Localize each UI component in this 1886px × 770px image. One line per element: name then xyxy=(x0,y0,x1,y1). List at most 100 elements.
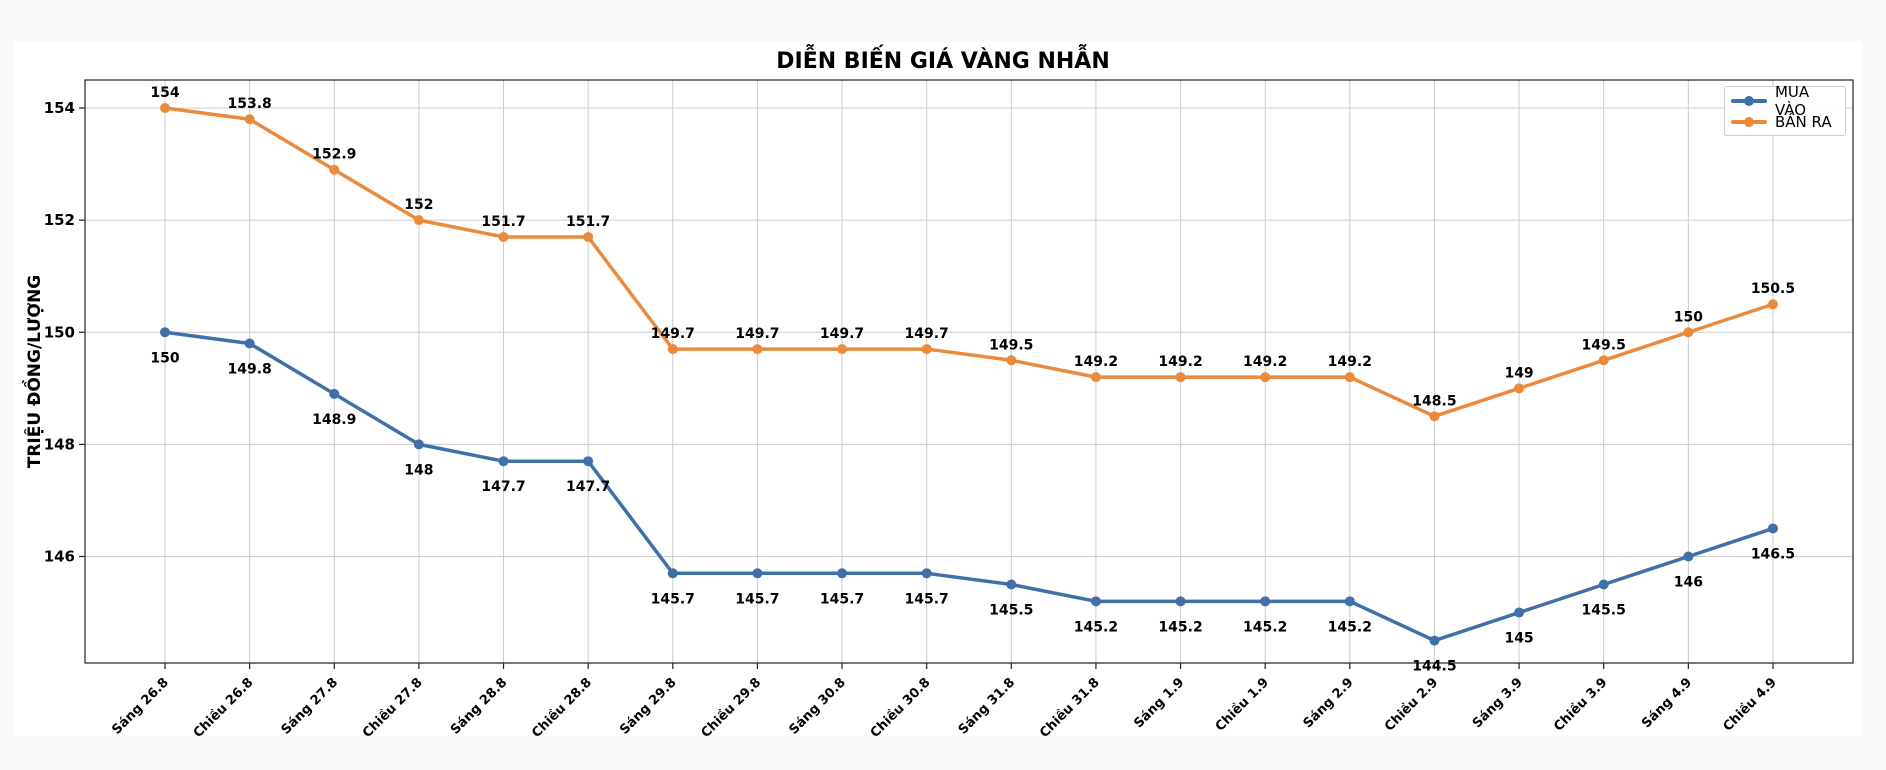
x-tick-label: Chiều 29.8 xyxy=(699,675,765,741)
x-tick-label: Chiều 1.9 xyxy=(1213,675,1272,734)
chart-figure xyxy=(14,42,1862,736)
x-tick-label: Chiều 30.8 xyxy=(868,675,934,741)
y-tick-label: 150 xyxy=(44,323,75,341)
data-label-ban-ra: 149.7 xyxy=(735,326,779,342)
data-label-ban-ra: 149.5 xyxy=(989,337,1033,353)
data-label-ban-ra: 151.7 xyxy=(566,214,610,230)
data-label-mua-vao: 145.2 xyxy=(1243,619,1287,635)
data-label-ban-ra: 151.7 xyxy=(481,214,525,230)
data-label-ban-ra: 149.2 xyxy=(1243,354,1287,370)
data-point-ban-ra xyxy=(1090,372,1101,383)
x-tick-label: Sáng 31.8 xyxy=(956,675,1018,737)
data-label-mua-vao: 145.7 xyxy=(651,591,695,607)
data-label-mua-vao: 145.2 xyxy=(1074,619,1118,635)
x-tick-label: Sáng 29.8 xyxy=(617,675,679,737)
legend-label-mua-vao: MUA VÀO xyxy=(1774,83,1810,119)
legend-item-mua-vao: MUA VÀO xyxy=(1731,83,1845,119)
data-point-ban-ra xyxy=(1683,327,1694,338)
data-point-ban-ra xyxy=(413,215,424,226)
data-point-mua-vao xyxy=(921,568,932,579)
data-label-mua-vao: 145.7 xyxy=(905,591,949,607)
chart-legend: MUA VÀO BÁN RA xyxy=(1724,83,1846,136)
data-label-ban-ra: 150.5 xyxy=(1751,281,1795,297)
data-point-ban-ra xyxy=(1598,355,1609,366)
data-point-ban-ra xyxy=(752,344,763,355)
data-label-ban-ra: 152.9 xyxy=(312,147,356,163)
data-point-mua-vao xyxy=(1598,579,1609,590)
x-tick-label: Sáng 30.8 xyxy=(786,675,848,737)
data-point-ban-ra xyxy=(1006,355,1017,366)
data-point-ban-ra xyxy=(1344,372,1355,383)
x-tick-label: Sáng 28.8 xyxy=(448,675,510,737)
data-label-mua-vao: 150 xyxy=(150,350,179,366)
series-line-ban-ra xyxy=(163,106,1775,419)
x-tick-label: Sáng 3.9 xyxy=(1470,675,1526,731)
y-tick-label: 146 xyxy=(44,547,75,565)
data-label-ban-ra: 149.7 xyxy=(651,326,695,342)
data-point-mua-vao xyxy=(1683,551,1694,562)
data-point-mua-vao xyxy=(667,568,678,579)
data-label-ban-ra: 149.7 xyxy=(820,326,864,342)
data-label-mua-vao: 145.2 xyxy=(1158,619,1202,635)
data-label-ban-ra: 149.2 xyxy=(1328,354,1372,370)
data-point-ban-ra xyxy=(1514,383,1525,394)
data-point-mua-vao xyxy=(244,338,255,349)
data-point-ban-ra xyxy=(667,344,678,355)
y-tick-label: 148 xyxy=(44,435,75,453)
y-tick-label: 154 xyxy=(44,99,75,117)
data-point-mua-vao xyxy=(583,456,594,467)
data-label-mua-vao: 149.8 xyxy=(227,361,271,377)
data-point-ban-ra xyxy=(921,344,932,355)
data-label-ban-ra: 149.7 xyxy=(905,326,949,342)
series-line-mua-vao xyxy=(163,330,1775,643)
x-tick-label: Sáng 2.9 xyxy=(1301,675,1357,731)
data-point-mua-vao xyxy=(1090,596,1101,607)
legend-item-ban-ra: BÁN RA xyxy=(1731,112,1832,132)
y-axis-label: TRIỆU ĐỒNG/LƯỢNG xyxy=(21,275,45,469)
data-point-mua-vao xyxy=(160,327,170,338)
data-point-mua-vao xyxy=(1175,596,1186,607)
x-tick-label: Chiều 31.8 xyxy=(1037,675,1103,741)
data-label-mua-vao: 145.7 xyxy=(735,591,779,607)
data-point-mua-vao xyxy=(1260,596,1271,607)
data-label-ban-ra: 150 xyxy=(1674,309,1703,325)
data-point-ban-ra xyxy=(1429,411,1440,422)
x-tick-label: Chiều 2.9 xyxy=(1382,675,1441,734)
x-tick-label: Chiều 27.8 xyxy=(360,675,426,741)
data-point-mua-vao xyxy=(837,568,848,579)
data-point-mua-vao xyxy=(1767,523,1778,534)
data-label-mua-vao: 144.5 xyxy=(1412,659,1456,675)
data-label-ban-ra: 152 xyxy=(404,197,433,213)
x-tick-label: Chiều 3.9 xyxy=(1551,675,1610,734)
data-point-ban-ra xyxy=(1767,299,1778,310)
data-point-mua-vao xyxy=(1006,579,1017,590)
data-label-mua-vao: 145.7 xyxy=(820,591,864,607)
data-label-mua-vao: 146 xyxy=(1674,574,1703,590)
data-point-mua-vao xyxy=(413,439,424,450)
data-point-mua-vao xyxy=(329,388,340,399)
data-label-ban-ra: 149 xyxy=(1504,365,1533,381)
data-point-ban-ra xyxy=(498,231,509,242)
data-label-mua-vao: 145.2 xyxy=(1328,619,1372,635)
legend-label-ban-ra: BÁN RA xyxy=(1775,113,1832,131)
x-tick-label: Sáng 27.8 xyxy=(279,675,341,737)
data-point-mua-vao xyxy=(752,568,763,579)
data-label-ban-ra: 149.2 xyxy=(1158,354,1202,370)
data-point-ban-ra xyxy=(160,103,170,114)
data-label-mua-vao: 145 xyxy=(1504,631,1533,647)
data-point-ban-ra xyxy=(1175,372,1186,383)
data-label-ban-ra: 148.5 xyxy=(1412,393,1456,409)
data-label-mua-vao: 148.9 xyxy=(312,412,356,428)
data-point-ban-ra xyxy=(1260,372,1271,383)
data-point-ban-ra xyxy=(329,164,340,175)
legend-swatch-mua-vao xyxy=(1731,91,1767,111)
data-label-ban-ra: 154 xyxy=(150,85,179,101)
x-tick-label: Sáng 26.8 xyxy=(109,675,171,737)
x-tick-label: Sáng 4.9 xyxy=(1639,675,1695,731)
data-label-mua-vao: 145.5 xyxy=(1582,603,1626,619)
y-tick-label: 152 xyxy=(44,211,75,229)
data-point-mua-vao xyxy=(1514,607,1525,618)
data-point-ban-ra xyxy=(244,114,255,125)
data-label-ban-ra: 149.2 xyxy=(1074,354,1118,370)
